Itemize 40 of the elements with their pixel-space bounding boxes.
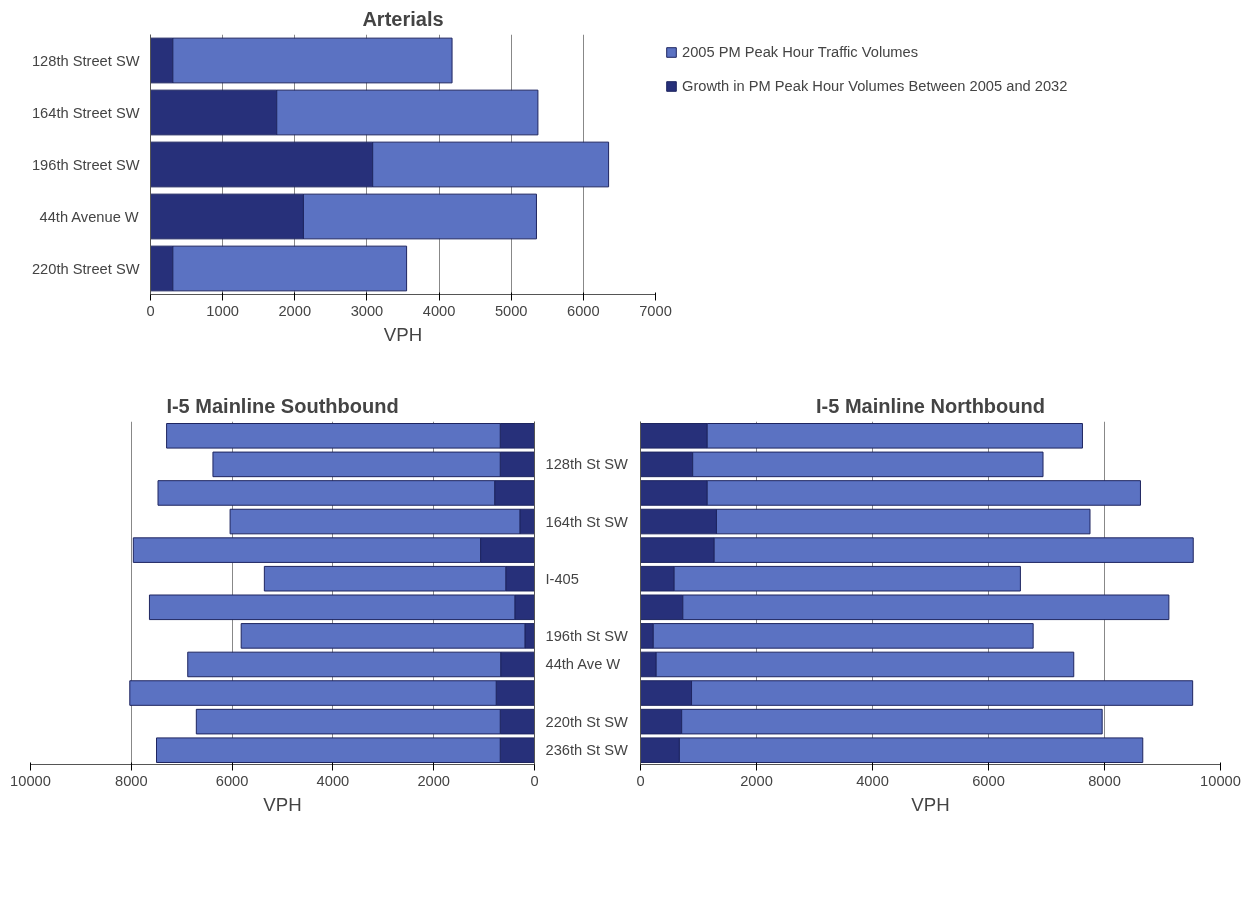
y-tick-label: 164th St SW: [545, 513, 628, 530]
x-tick-label: 6000: [215, 772, 249, 789]
x-axis-title: VPH: [383, 323, 423, 345]
x-tick-label: 3000: [350, 302, 384, 319]
chart-title: I-5 Mainline Southbound: [166, 394, 399, 417]
y-tick-label: I-405: [545, 570, 579, 587]
x-tick-label: 2000: [417, 772, 451, 789]
y-tick-label: 128th Street SW: [31, 52, 140, 69]
x-tick-label: 4000: [422, 302, 456, 319]
x-tick-label: 0: [636, 772, 645, 789]
x-tick-label: 8000: [115, 772, 148, 789]
y-tick-label: 196th Street SW: [31, 156, 140, 173]
x-tick-label: 1000: [206, 302, 239, 319]
x-tick-label: 10000: [10, 772, 51, 789]
y-tick-label: 44th Avenue W: [39, 208, 139, 225]
x-tick-label: 4000: [316, 772, 350, 789]
x-tick-label: 2000: [740, 772, 773, 789]
chart-title: Arterials: [362, 7, 444, 30]
x-tick-label: 5000: [494, 302, 528, 319]
x-tick-label: 6000: [567, 302, 600, 319]
x-tick-label: 10000: [1200, 772, 1241, 789]
y-tick-label: 44th Ave W: [545, 656, 621, 673]
x-axis-title: VPH: [911, 793, 950, 815]
y-tick-label: 220th Street SW: [31, 260, 140, 277]
x-axis-title: VPH: [263, 793, 302, 815]
y-tick-label: 220th St SW: [545, 713, 628, 730]
x-tick-label: 4000: [856, 772, 889, 789]
x-tick-label: 2000: [278, 302, 312, 319]
x-tick-label: 0: [146, 302, 155, 319]
y-tick-label: 196th St SW: [545, 627, 628, 644]
chart-title: I-5 Mainline Northbound: [816, 394, 1045, 417]
x-tick-label: 8000: [1088, 772, 1121, 789]
y-tick-label: 164th Street SW: [31, 104, 140, 121]
legend-label: Growth in PM Peak Hour Volumes Between 2005 and 2032: [682, 78, 1068, 94]
x-tick-label: 6000: [972, 772, 1005, 789]
y-tick-label: 236th St SW: [545, 742, 628, 759]
y-tick-label: 128th St SW: [545, 456, 628, 473]
x-tick-label: 7000: [639, 302, 672, 319]
x-tick-label: 0: [530, 772, 539, 789]
legend-label: 2005 PM Peak Hour Traffic Volumes: [682, 44, 919, 60]
